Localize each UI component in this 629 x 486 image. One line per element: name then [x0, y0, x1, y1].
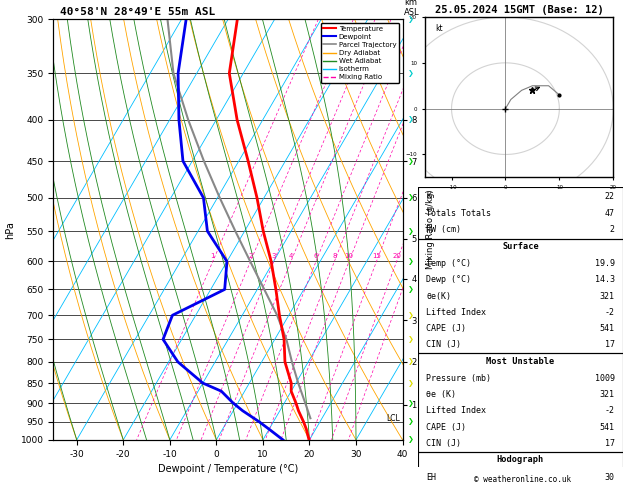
Text: ❯: ❯ — [408, 16, 413, 23]
Text: θe(K): θe(K) — [426, 292, 452, 300]
Text: 4: 4 — [289, 253, 293, 260]
Text: Temp (°C): Temp (°C) — [426, 259, 472, 268]
Text: CAPE (J): CAPE (J) — [426, 324, 467, 333]
Text: ❯: ❯ — [408, 336, 413, 343]
Text: 2: 2 — [610, 225, 615, 234]
Text: -2: -2 — [604, 406, 615, 416]
Text: ❯: ❯ — [408, 227, 413, 235]
Text: ❯: ❯ — [408, 312, 413, 319]
Text: 17: 17 — [604, 340, 615, 349]
Text: 20: 20 — [392, 253, 401, 260]
Text: CIN (J): CIN (J) — [426, 340, 462, 349]
Text: LCL: LCL — [386, 414, 400, 423]
Text: 15: 15 — [372, 253, 381, 260]
Text: 321: 321 — [599, 390, 615, 399]
Text: 1: 1 — [211, 253, 215, 260]
Text: ❯: ❯ — [408, 418, 413, 425]
Text: 541: 541 — [599, 423, 615, 432]
Text: -2: -2 — [604, 308, 615, 317]
Text: CIN (J): CIN (J) — [426, 439, 462, 448]
Text: 25: 25 — [408, 253, 417, 260]
Text: Mixing Ratio (g/kg): Mixing Ratio (g/kg) — [426, 190, 435, 269]
Text: Totals Totals: Totals Totals — [426, 208, 491, 218]
Text: © weatheronline.co.uk: © weatheronline.co.uk — [474, 474, 571, 484]
Text: Hodograph: Hodograph — [497, 455, 544, 464]
Text: Dewp (°C): Dewp (°C) — [426, 276, 472, 284]
Legend: Temperature, Dewpoint, Parcel Trajectory, Dry Adiabat, Wet Adiabat, Isotherm, Mi: Temperature, Dewpoint, Parcel Trajectory… — [321, 23, 399, 83]
Text: ❯: ❯ — [408, 380, 413, 386]
Text: ❯: ❯ — [408, 436, 413, 443]
Text: km
ASL: km ASL — [404, 0, 420, 17]
Text: PW (cm): PW (cm) — [426, 225, 462, 234]
Text: Lifted Index: Lifted Index — [426, 406, 486, 416]
Text: 19.9: 19.9 — [594, 259, 615, 268]
Text: ❯: ❯ — [408, 258, 413, 265]
Text: Pressure (mb): Pressure (mb) — [426, 374, 491, 383]
Text: Lifted Index: Lifted Index — [426, 308, 486, 317]
Text: 47: 47 — [604, 208, 615, 218]
Text: 22: 22 — [604, 192, 615, 201]
Text: ❯: ❯ — [408, 194, 413, 201]
Text: θe (K): θe (K) — [426, 390, 457, 399]
Text: ❯: ❯ — [408, 358, 413, 365]
Text: ❯: ❯ — [408, 70, 413, 77]
Text: ❯: ❯ — [408, 399, 413, 407]
Text: 541: 541 — [599, 324, 615, 333]
Text: kt: kt — [435, 24, 443, 33]
Text: Surface: Surface — [502, 242, 539, 251]
Text: 321: 321 — [599, 292, 615, 300]
Text: ❯: ❯ — [408, 116, 413, 123]
Text: K: K — [426, 192, 431, 201]
Text: 6: 6 — [314, 253, 318, 260]
Text: 2: 2 — [248, 253, 253, 260]
Text: EH: EH — [426, 472, 437, 482]
Text: 25.05.2024 15GMT (Base: 12): 25.05.2024 15GMT (Base: 12) — [435, 4, 603, 15]
Text: 17: 17 — [604, 439, 615, 448]
Text: 30: 30 — [604, 472, 615, 482]
Text: 14.3: 14.3 — [594, 276, 615, 284]
Text: 3: 3 — [272, 253, 276, 260]
Text: ❯: ❯ — [408, 157, 413, 165]
X-axis label: Dewpoint / Temperature (°C): Dewpoint / Temperature (°C) — [158, 464, 298, 474]
Text: Most Unstable: Most Unstable — [486, 357, 555, 365]
Text: CAPE (J): CAPE (J) — [426, 423, 467, 432]
Text: ❯: ❯ — [408, 286, 413, 293]
Text: 40°58'N 28°49'E 55m ASL: 40°58'N 28°49'E 55m ASL — [60, 7, 215, 17]
Text: 1009: 1009 — [594, 374, 615, 383]
Y-axis label: hPa: hPa — [5, 221, 15, 239]
Text: 8: 8 — [332, 253, 337, 260]
Text: 10: 10 — [345, 253, 353, 260]
